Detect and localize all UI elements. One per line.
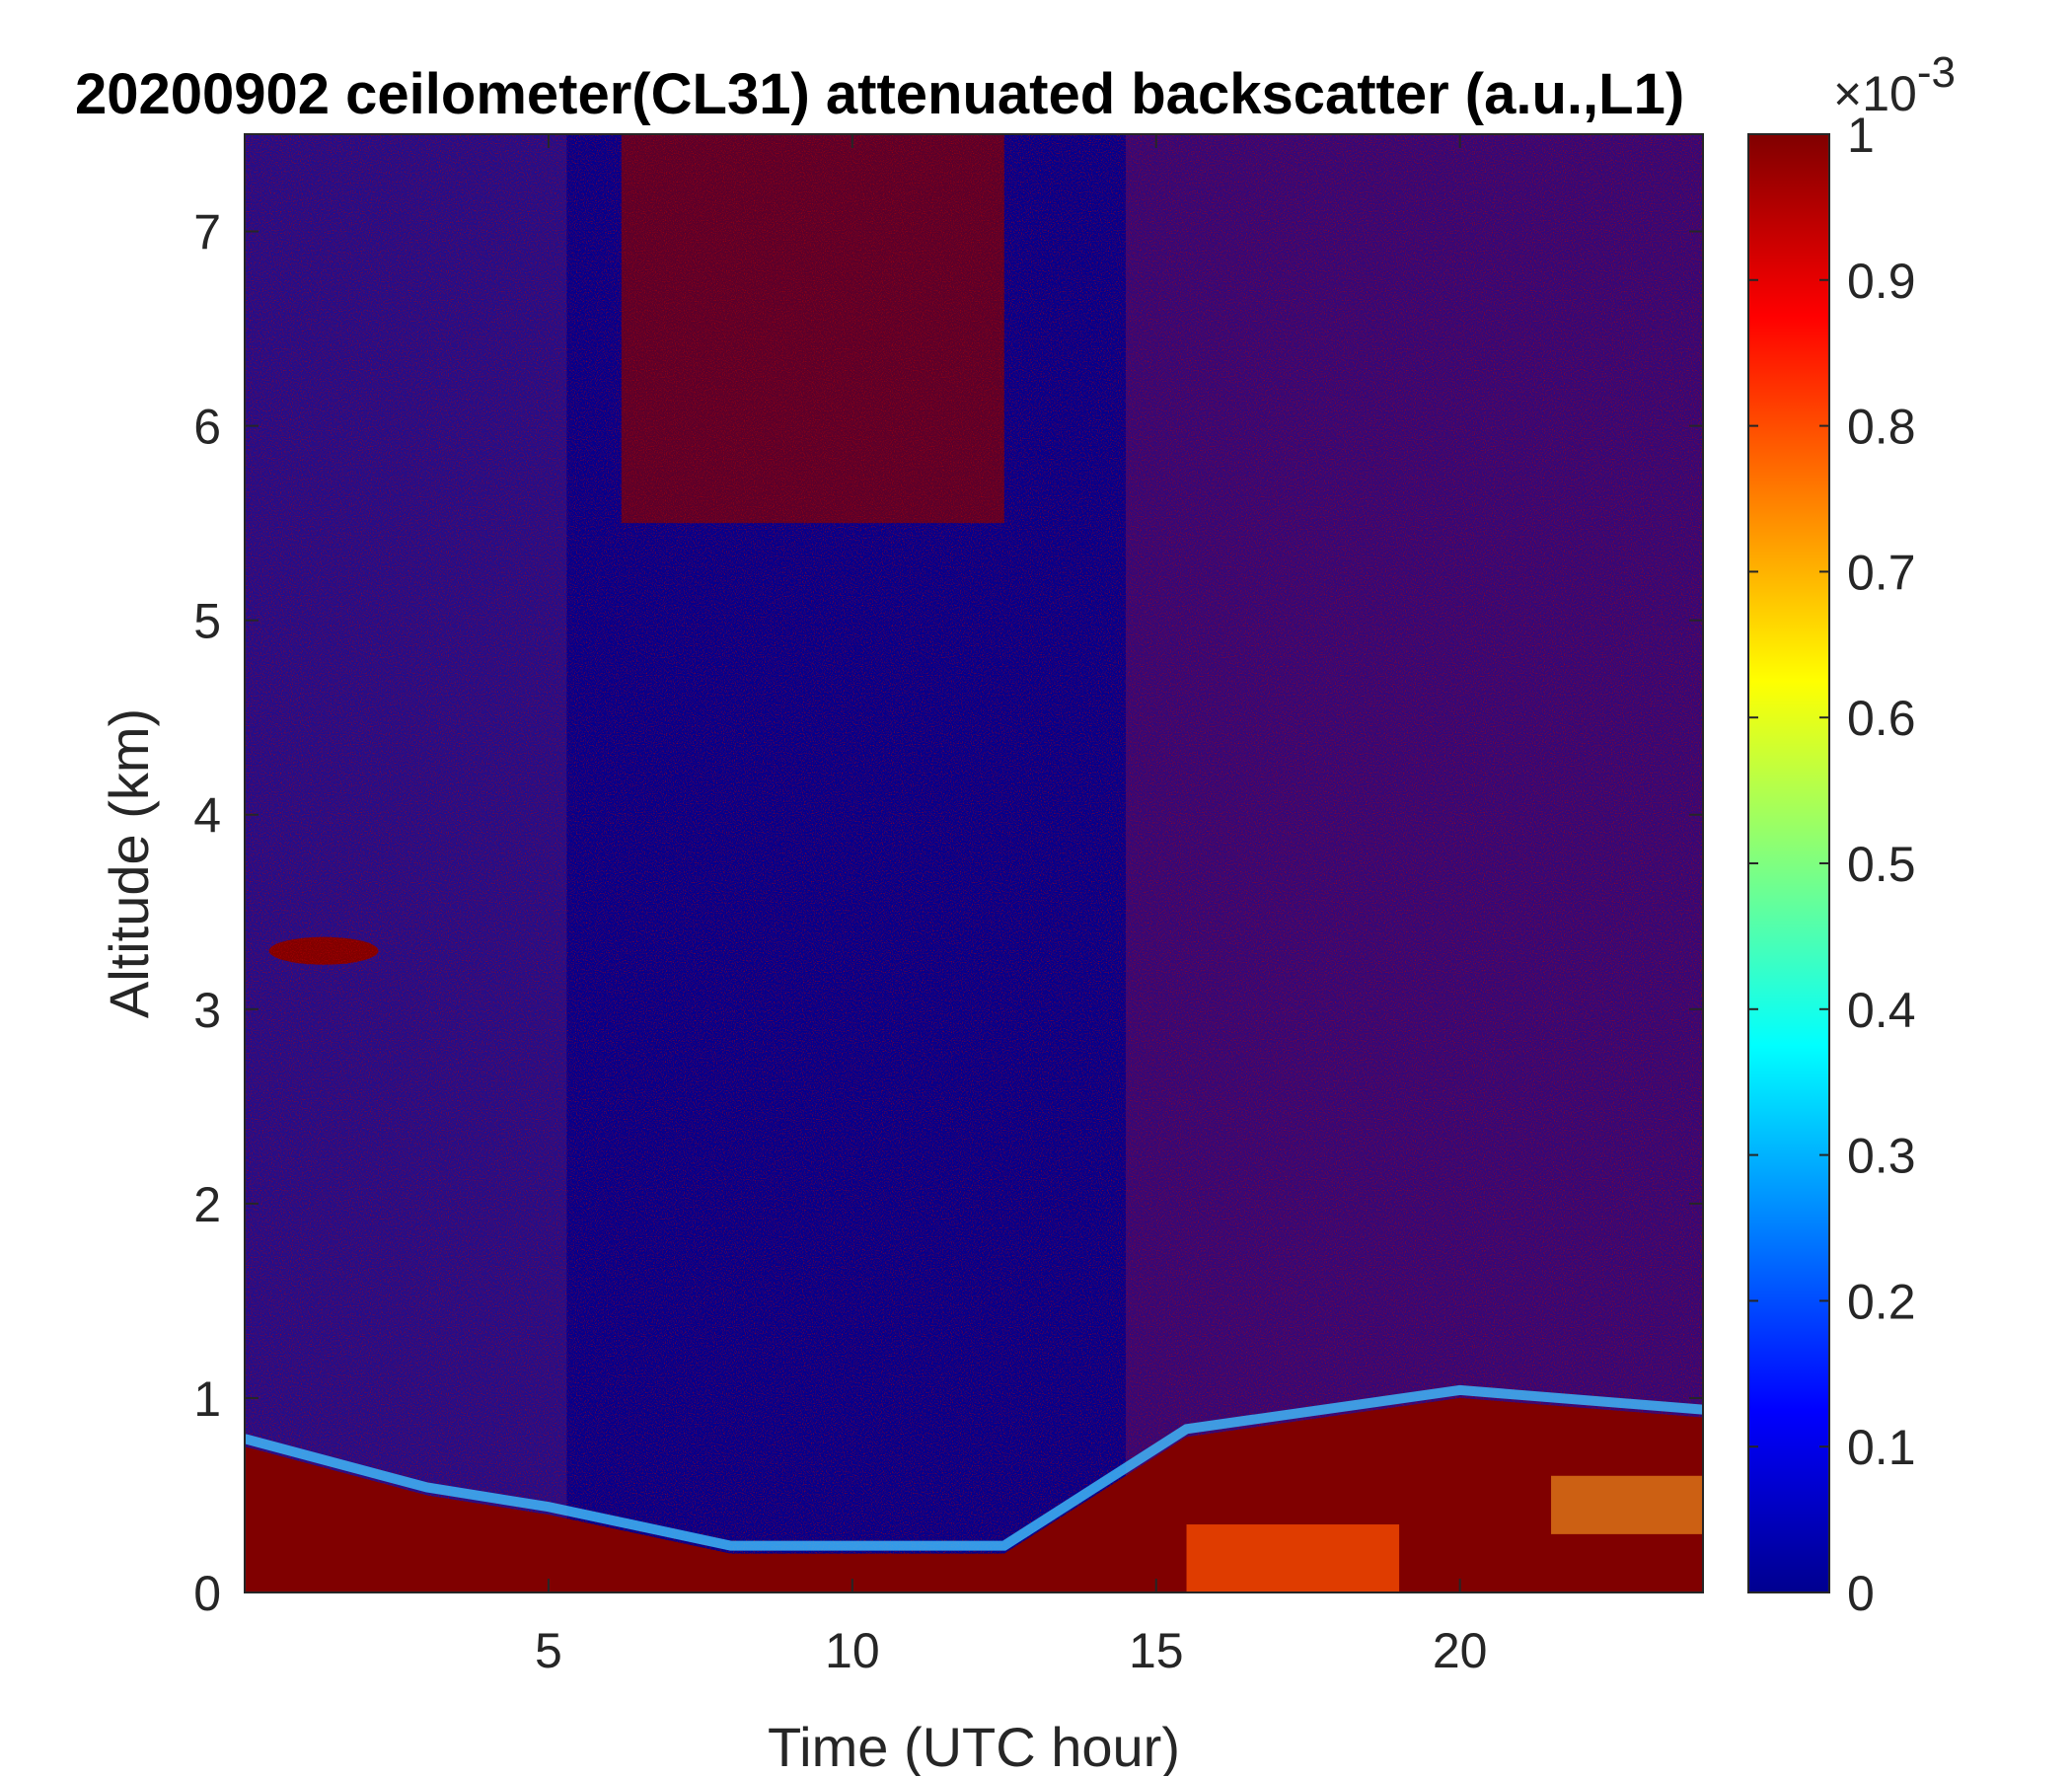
colorbar-tick-label: 0.7	[1847, 545, 1916, 600]
colorbar-multiplier: ×10-3	[1833, 48, 1956, 121]
y-tick-label: 2	[193, 1177, 221, 1232]
x-tick-label: 10	[825, 1623, 880, 1678]
colorbar-tick-label: 0.4	[1847, 983, 1916, 1038]
y-axis-label: Altitude (km)	[98, 708, 160, 1018]
y-tick-label: 1	[193, 1371, 221, 1427]
y-tick-label: 4	[193, 788, 221, 844]
colorbar-gradient	[1747, 133, 1830, 1593]
y-tick-label: 7	[193, 205, 221, 260]
colorbar-tick-label: 1	[1847, 108, 1875, 163]
chart-title: 20200902 ceilometer(CL31) attenuated bac…	[75, 62, 1684, 126]
x-tick-label: 20	[1433, 1623, 1488, 1678]
colorbar-tick-label: 0.8	[1847, 400, 1916, 455]
evening-layer	[1551, 1475, 1703, 1534]
surface-enhancement	[1186, 1524, 1400, 1592]
y-tick-label: 6	[193, 400, 221, 455]
x-axis-label: Time (UTC hour)	[768, 1716, 1180, 1776]
colorbar-tick-label: 0.2	[1847, 1274, 1916, 1329]
colorbar-tick-label: 0.9	[1847, 254, 1916, 309]
colorbar-multiplier-base: ×10	[1833, 66, 1917, 121]
colorbar: 0 0.1 0.2 0.3 0.4 0.5 0.6 0.7 0.8 0.9 1 ×10-3	[1747, 48, 1956, 1621]
surface-layer	[245, 1384, 1703, 1592]
colorbar-ticks: 0 0.1 0.2 0.3 0.4 0.5 0.6 0.7 0.8 0.9 1	[1748, 108, 1916, 1621]
heatmap-area	[245, 134, 1703, 1592]
y-tick-label: 5	[193, 594, 221, 649]
colorbar-tick-label: 0.3	[1847, 1129, 1916, 1184]
heatmap-speckle-warm	[245, 134, 1703, 1592]
colorbar-multiplier-exponent: -3	[1917, 48, 1956, 97]
y-axis-ticks: 0 1 2 3 4 5 6 7	[193, 205, 1703, 1621]
colorbar-tick-label: 0.6	[1847, 691, 1916, 746]
x-axis-ticks: 5 10 15 20	[535, 134, 1487, 1678]
x-tick-label: 15	[1129, 1623, 1184, 1678]
colorbar-tick-label: 0.5	[1847, 837, 1916, 892]
colorbar-tick-label: 0.1	[1847, 1420, 1916, 1475]
y-tick-label: 3	[193, 983, 221, 1038]
colorbar-tick-label: 0	[1847, 1566, 1875, 1621]
surface-layer-fringe	[245, 1384, 1703, 1551]
plot-frame	[244, 133, 1704, 1593]
y-tick-label: 0	[193, 1566, 221, 1621]
x-tick-label: 5	[535, 1623, 562, 1678]
